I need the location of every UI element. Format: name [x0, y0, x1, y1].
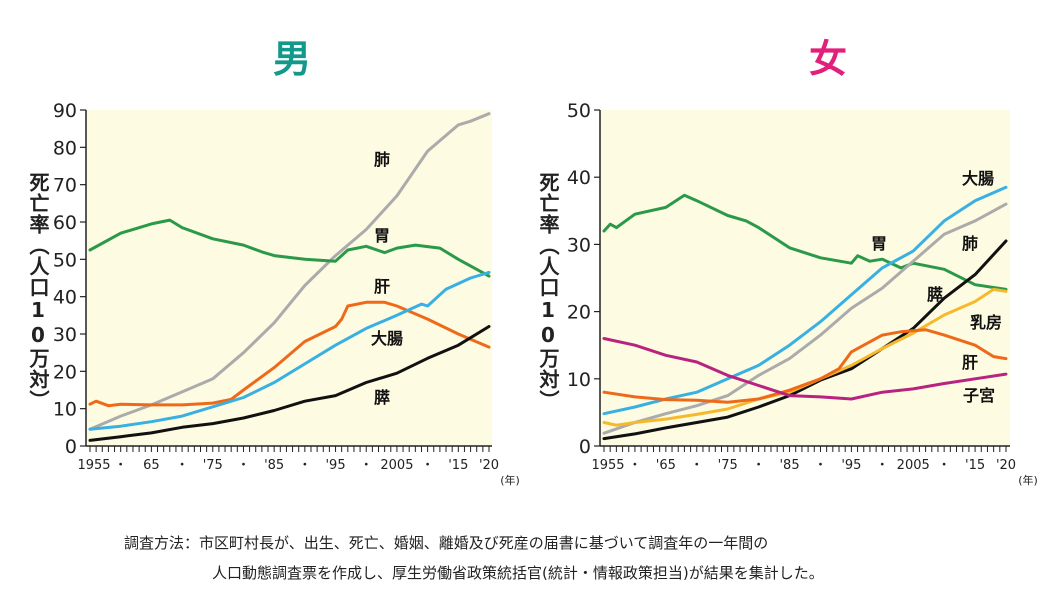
series-label: 大腸 — [371, 329, 403, 348]
x-tick-label: '20 — [996, 458, 1016, 473]
x-tick-label: ・ — [876, 458, 889, 473]
series-line-子宮 — [602, 337, 1008, 401]
footnote-line-2: 人口動態調査票を作成し、厚生労働省政策統括官(統計・情報政策担当)が結果を集計し… — [212, 564, 824, 582]
x-tick-label: ・ — [237, 458, 250, 473]
series-line-肺 — [88, 112, 491, 431]
series-line-膵 — [88, 325, 491, 442]
y-tick-label: 70 — [53, 175, 77, 197]
x-tick-label: ・ — [298, 458, 311, 473]
y-tick-label: 50 — [567, 100, 591, 122]
x-tick-label: '95 — [841, 458, 861, 473]
x-tick-label: ・ — [421, 458, 434, 473]
y-tick-label: 30 — [567, 234, 591, 256]
y-tick-label: 80 — [53, 137, 77, 159]
series-label: 肺 — [374, 150, 390, 169]
x-tick-label: ・ — [752, 458, 765, 473]
x-tick-label: '20 — [479, 458, 499, 473]
x-tick-label: '75 — [718, 458, 738, 473]
x-tick-label: ・ — [114, 458, 127, 473]
y-tick-label: 60 — [53, 212, 77, 234]
footnote-line-1: 調査方法：市区町村長が、出生、死亡、婚姻、離婚及び死産の届書に基づいて調査年の一… — [124, 534, 769, 552]
y-axis-label: 死亡率（人口10万対） — [536, 172, 560, 411]
series-line-胃 — [88, 218, 491, 278]
series-label: 膵 — [374, 388, 390, 407]
x-tick-label: '15 — [448, 458, 468, 473]
y-tick-label: 20 — [567, 302, 591, 324]
chart-title: 女 — [809, 37, 847, 81]
series-label: 肝 — [962, 353, 978, 372]
y-tick-label: 50 — [53, 249, 77, 271]
x-tick-label: '75 — [203, 458, 223, 473]
x-tick-label: ・ — [938, 458, 951, 473]
plot-background — [86, 110, 492, 446]
plot-background — [600, 110, 1010, 446]
series-label: 乳房 — [970, 313, 1002, 332]
x-tick-label: 65 — [143, 458, 160, 473]
x-tick-label: 2005 — [897, 458, 930, 473]
x-tick-label: 1955 — [77, 458, 110, 473]
series-line-肝 — [88, 300, 491, 408]
x-tick-label: '85 — [264, 458, 284, 473]
series-line-肝 — [602, 328, 1008, 404]
x-tick-label: ・ — [628, 458, 641, 473]
x-tick-label: 2005 — [380, 458, 413, 473]
x-tick-label: '15 — [965, 458, 985, 473]
series-line-肺 — [602, 202, 1008, 435]
x-axis-unit: (年) — [500, 473, 520, 487]
x-tick-label: 1955 — [591, 458, 624, 473]
x-tick-label: ・ — [176, 458, 189, 473]
y-tick-label: 20 — [53, 361, 77, 383]
x-tick-label: '85 — [779, 458, 799, 473]
y-tick-label: 0 — [579, 436, 591, 458]
series-line-大腸 — [602, 185, 1008, 416]
y-tick-label: 0 — [65, 436, 77, 458]
y-tick-label: 10 — [567, 369, 591, 391]
y-axis-label: 死亡率（人口10万対） — [26, 172, 50, 411]
x-tick-label: ・ — [360, 458, 373, 473]
series-label: 胃 — [871, 234, 887, 253]
y-tick-label: 30 — [53, 324, 77, 346]
series-label: 膵 — [927, 285, 943, 304]
series-label: 子宮 — [963, 386, 995, 405]
x-tick-label: ・ — [814, 458, 827, 473]
series-label: 肺 — [962, 234, 978, 253]
x-axis-unit: (年) — [1018, 473, 1038, 487]
y-tick-label: 10 — [53, 399, 77, 421]
y-tick-label: 90 — [53, 100, 77, 122]
x-tick-label: '95 — [325, 458, 345, 473]
x-tick-label: ・ — [690, 458, 703, 473]
y-tick-label: 40 — [53, 287, 77, 309]
series-line-大腸 — [88, 270, 491, 431]
x-tick-label: '65 — [656, 458, 676, 473]
chart-title: 男 — [273, 37, 311, 81]
y-tick-label: 40 — [567, 167, 591, 189]
series-label: 肝 — [374, 277, 390, 296]
series-label: 胃 — [374, 226, 390, 245]
series-line-膵 — [602, 239, 1008, 441]
series-label: 大腸 — [962, 169, 994, 188]
